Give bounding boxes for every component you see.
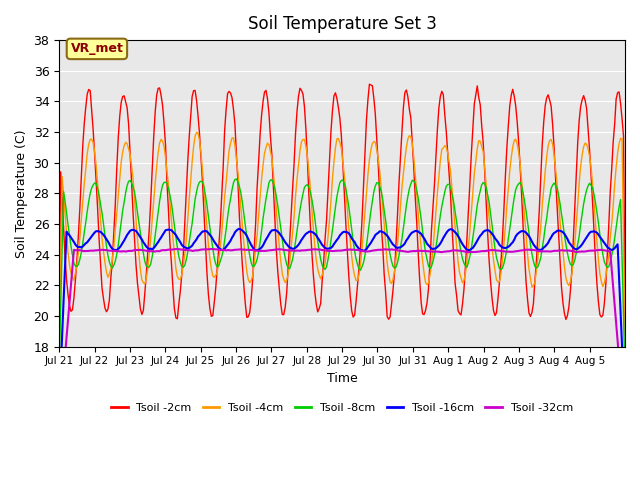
Tsoil -8cm xyxy=(74,262,82,267)
Tsoil -4cm xyxy=(55,344,63,349)
Tsoil -32cm xyxy=(621,427,629,433)
Tsoil -2cm xyxy=(620,133,627,139)
Tsoil -2cm xyxy=(346,293,354,299)
Tsoil -16cm xyxy=(460,243,468,249)
Tsoil -16cm xyxy=(618,344,626,349)
Tsoil -2cm xyxy=(74,233,82,239)
Tsoil -4cm xyxy=(74,250,82,256)
Tsoil -4cm xyxy=(193,130,200,135)
Tsoil -8cm xyxy=(618,253,626,259)
Tsoil -32cm xyxy=(545,249,552,254)
Title: Soil Temperature Set 3: Soil Temperature Set 3 xyxy=(248,15,436,33)
Tsoil -8cm xyxy=(348,227,355,233)
Tsoil -8cm xyxy=(92,180,100,186)
Tsoil -8cm xyxy=(55,366,63,372)
Tsoil -8cm xyxy=(621,371,629,377)
Tsoil -2cm xyxy=(621,305,629,311)
Tsoil -4cm xyxy=(618,136,626,142)
Tsoil -2cm xyxy=(55,310,63,316)
Legend: Tsoil -2cm, Tsoil -4cm, Tsoil -8cm, Tsoil -16cm, Tsoil -32cm: Tsoil -2cm, Tsoil -4cm, Tsoil -8cm, Tsoi… xyxy=(106,398,578,417)
Tsoil -16cm xyxy=(545,240,552,246)
Tsoil -16cm xyxy=(621,411,629,417)
Tsoil -8cm xyxy=(460,260,468,266)
X-axis label: Time: Time xyxy=(326,372,358,385)
Tsoil -32cm xyxy=(207,246,215,252)
Tsoil -32cm xyxy=(55,423,63,429)
Tsoil -32cm xyxy=(348,247,355,252)
Tsoil -16cm xyxy=(92,228,100,234)
Tsoil -4cm xyxy=(92,162,100,168)
Tsoil -4cm xyxy=(545,143,552,148)
Tsoil -32cm xyxy=(460,249,468,254)
Tsoil -2cm xyxy=(92,178,100,183)
Tsoil -32cm xyxy=(74,247,82,253)
Tsoil -4cm xyxy=(348,253,355,259)
Line: Tsoil -8cm: Tsoil -8cm xyxy=(59,179,625,374)
Tsoil -2cm xyxy=(365,81,373,87)
Tsoil -8cm xyxy=(545,204,552,209)
Tsoil -2cm xyxy=(562,316,570,322)
Text: VR_met: VR_met xyxy=(70,42,124,55)
Y-axis label: Soil Temperature (C): Soil Temperature (C) xyxy=(15,129,28,258)
Tsoil -32cm xyxy=(618,392,626,398)
Tsoil -2cm xyxy=(460,287,468,292)
Tsoil -32cm xyxy=(92,248,100,253)
Line: Tsoil -16cm: Tsoil -16cm xyxy=(59,229,625,414)
Line: Tsoil -4cm: Tsoil -4cm xyxy=(59,132,625,347)
Tsoil -16cm xyxy=(55,403,63,409)
Tsoil -16cm xyxy=(348,235,355,241)
Tsoil -16cm xyxy=(236,226,243,232)
Tsoil -2cm xyxy=(545,92,552,98)
Tsoil -4cm xyxy=(460,277,468,283)
Tsoil -8cm xyxy=(232,176,240,182)
Line: Tsoil -32cm: Tsoil -32cm xyxy=(59,249,625,430)
Line: Tsoil -2cm: Tsoil -2cm xyxy=(59,84,625,319)
Tsoil -4cm xyxy=(621,332,629,337)
Tsoil -16cm xyxy=(74,244,82,250)
